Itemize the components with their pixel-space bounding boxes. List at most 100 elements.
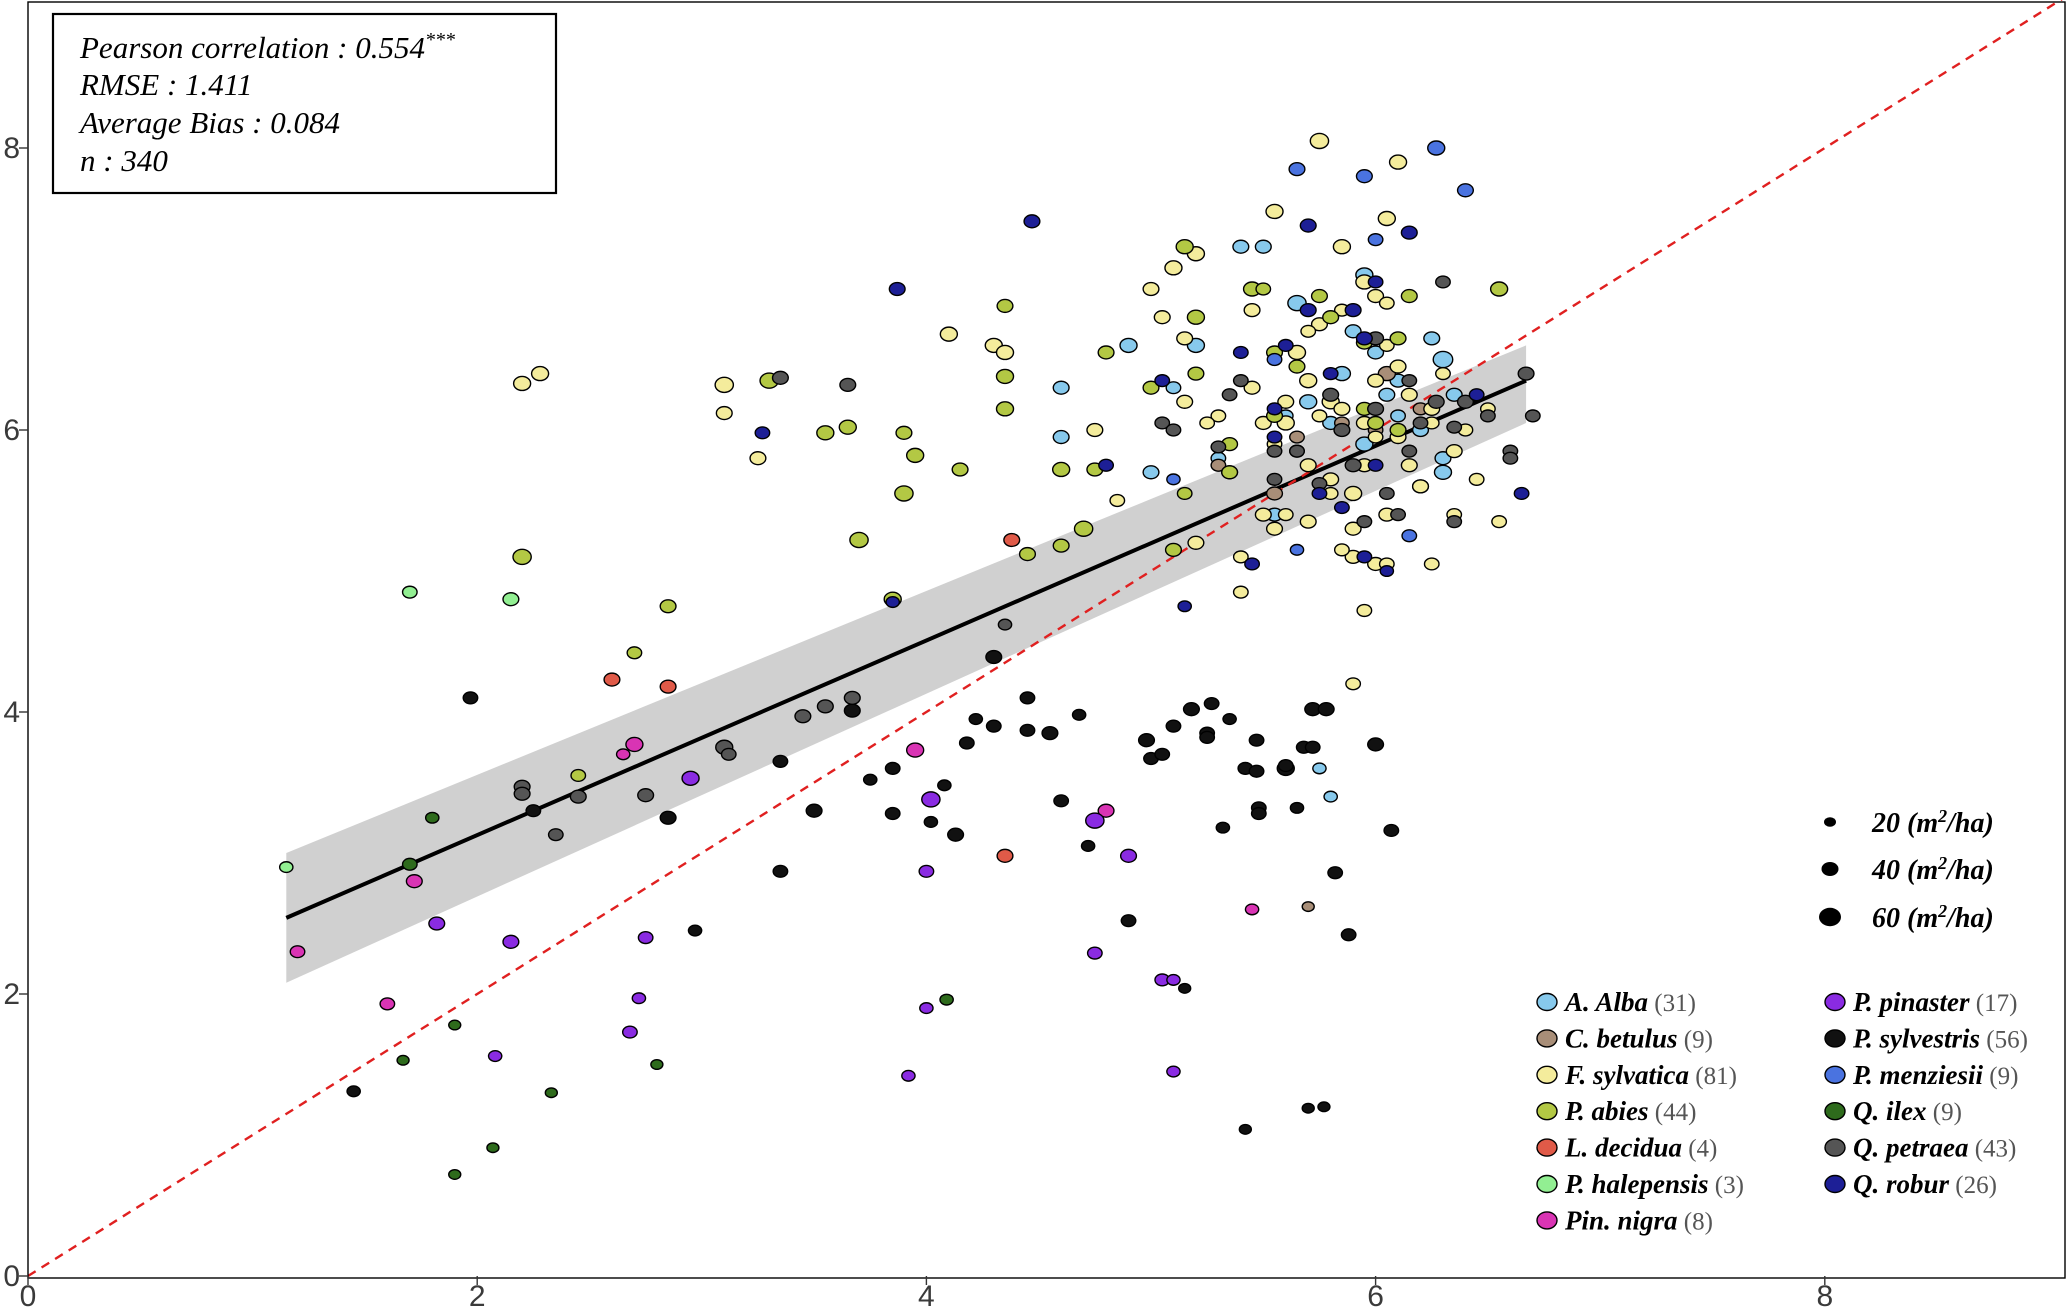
data-point: [1265, 521, 1284, 536]
data-point: [901, 1069, 916, 1082]
species-name: P. menziesii: [1852, 1060, 1984, 1090]
data-point: [1041, 726, 1059, 741]
data-point: [1400, 288, 1418, 304]
data-point: [772, 754, 789, 768]
data-point: [1310, 317, 1329, 332]
data-point: [1289, 801, 1305, 814]
data-point: [1445, 387, 1463, 402]
data-point: [884, 761, 901, 776]
pearson-significance: ***: [425, 29, 455, 51]
data-point: [1301, 1102, 1315, 1114]
data-point: [379, 997, 396, 1011]
data-point: [1343, 485, 1363, 502]
data-point: [1390, 409, 1407, 423]
data-point: [1277, 338, 1294, 353]
species-legend-label: Q. petraea (43): [1853, 1133, 2016, 1163]
data-point: [939, 993, 954, 1006]
data-point: [637, 788, 655, 803]
data-point: [1379, 564, 1395, 578]
data-point: [1432, 350, 1454, 369]
data-point: [995, 401, 1015, 417]
data-point: [921, 791, 941, 808]
data-point: [1154, 374, 1171, 388]
data-point: [1378, 338, 1395, 353]
data-point: [1187, 366, 1205, 381]
data-point: [1266, 430, 1283, 444]
species-legend-swatch: [1536, 1101, 1558, 1121]
data-point: [1085, 812, 1105, 829]
data-point: [1378, 296, 1395, 310]
data-point: [1323, 790, 1339, 803]
size-legend-label-superscript: 2: [1937, 853, 1947, 873]
species-legend-label: P. halepensis (3): [1564, 1169, 1744, 1199]
data-point: [1052, 380, 1070, 395]
data-point: [1277, 507, 1294, 522]
data-point: [1289, 543, 1305, 556]
species-name: Q. ilex: [1853, 1096, 1927, 1126]
data-point: [631, 992, 647, 1005]
species-legend-swatch: [1536, 992, 1558, 1012]
data-point: [1166, 973, 1181, 986]
data-point: [714, 376, 735, 394]
data-point: [1097, 803, 1115, 818]
data-point: [1255, 282, 1272, 296]
data-point: [1344, 302, 1362, 318]
data-point: [1333, 401, 1351, 416]
species-name: P. halepensis: [1564, 1169, 1709, 1199]
data-point: [1502, 451, 1519, 465]
data-point: [995, 344, 1015, 361]
data-point: [1317, 702, 1335, 717]
data-point: [985, 649, 1003, 665]
data-point: [401, 585, 418, 599]
species-legend-label: P. sylvestris (56): [1852, 1023, 2028, 1053]
identity-line: [27, 0, 2063, 1278]
data-point: [1119, 337, 1138, 354]
data-point: [1389, 331, 1407, 346]
x-tick-label: 0: [20, 1280, 37, 1312]
data-point: [1154, 747, 1171, 761]
size-legend-label: 40 (m2/ha): [1871, 853, 1994, 886]
data-point: [805, 803, 823, 818]
data-point: [625, 736, 644, 753]
data-point: [1400, 225, 1418, 240]
species-legend-swatch: [1824, 1029, 1846, 1048]
data-point: [1309, 132, 1330, 150]
data-point: [1367, 288, 1385, 304]
data-point: [1446, 515, 1463, 529]
data-point: [1232, 585, 1249, 599]
data-point: [1468, 472, 1485, 486]
species-name: C. betulus: [1565, 1023, 1678, 1053]
data-point: [997, 618, 1013, 631]
size-legend-label-suffix: /ha): [1945, 808, 1994, 839]
data-point: [1517, 366, 1535, 381]
data-point: [525, 804, 542, 818]
size-legend-label-superscript: 2: [1937, 901, 1947, 921]
data-point: [1165, 381, 1182, 395]
x-tick-label: 8: [1816, 1280, 1833, 1312]
species-count: (26): [1949, 1172, 1997, 1199]
data-point: [1411, 479, 1430, 494]
points-layer: [278, 132, 1541, 1180]
pearson-label: Pearson correlation : 0.554: [79, 30, 425, 65]
data-point: [1367, 430, 1384, 444]
species-count: (4): [1682, 1136, 1717, 1163]
data-point: [687, 924, 703, 937]
data-point: [1456, 394, 1475, 409]
data-point: [1367, 458, 1384, 472]
species-legend-label: F. sylvatica (81): [1564, 1060, 1737, 1090]
data-point: [626, 646, 643, 660]
data-point: [923, 815, 939, 829]
species-legend-label: L. decidua (4): [1564, 1133, 1717, 1163]
data-point: [839, 377, 857, 393]
confidence-band-layer: [286, 345, 1527, 983]
data-point: [650, 1058, 664, 1070]
data-point: [487, 1049, 503, 1063]
data-point: [1109, 493, 1126, 508]
data-point: [715, 405, 733, 421]
data-point: [1098, 458, 1115, 472]
data-point: [1288, 359, 1306, 374]
data-point: [1304, 740, 1321, 754]
data-point: [1322, 310, 1340, 325]
data-point: [278, 861, 294, 874]
identity-line-layer: [27, 0, 2063, 1278]
